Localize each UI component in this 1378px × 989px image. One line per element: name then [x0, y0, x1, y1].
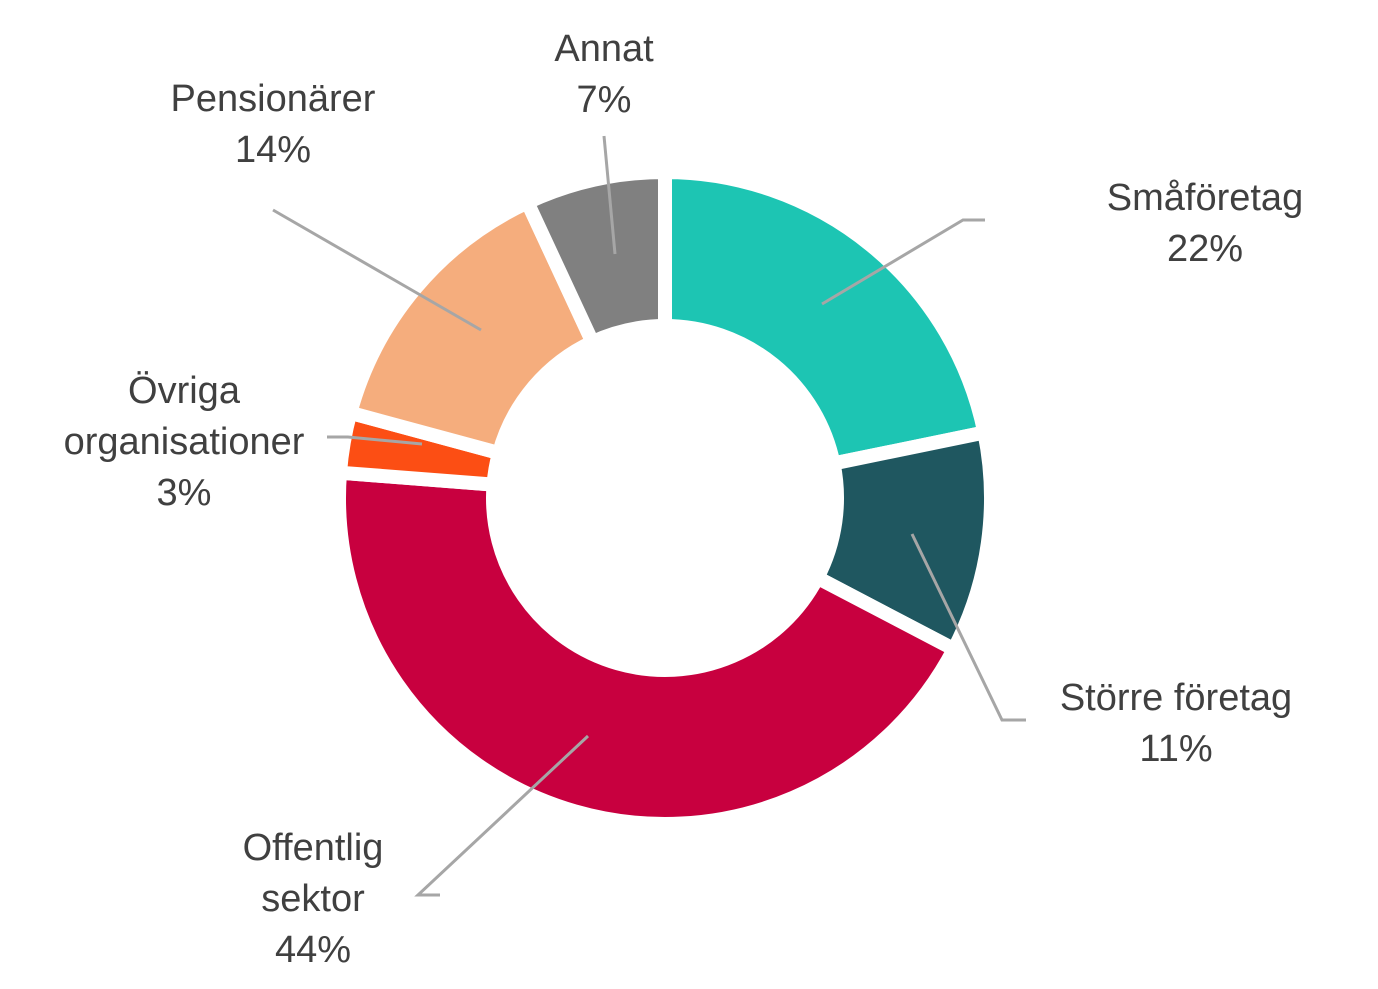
slice-value-label: 44%: [275, 929, 351, 971]
leader-line: [821, 218, 985, 306]
slice-annat: [518, 164, 672, 352]
slice-name-label: Annat: [554, 28, 654, 70]
slice-pensionärer: [341, 193, 602, 462]
leader-lines: [272, 135, 1026, 897]
leader-line: [910, 533, 1026, 722]
leader-line: [327, 435, 423, 446]
slice-label: Småföretag 22%: [1107, 177, 1303, 270]
slice-småföretag: [658, 164, 993, 472]
slice-offentlig-sektor: [332, 465, 964, 831]
leader-line: [602, 135, 617, 255]
slice-label: Pensionärer 14%: [171, 78, 376, 171]
slice-value-label: 3%: [157, 472, 212, 514]
leader-line: [272, 208, 482, 332]
donut-slices: [332, 164, 998, 831]
slice-name-label: Pensionärer: [171, 78, 376, 120]
slice-value-label: 22%: [1167, 228, 1243, 270]
slice-label: Övriga organisationer 3%: [64, 370, 305, 514]
slice-name-label: sektor: [261, 878, 365, 920]
slice-value-label: 14%: [235, 129, 311, 171]
slice-labels: Småföretag 22% Större företag 11% Offentlig s…: [64, 28, 1304, 971]
slice-name-label: Offentlig: [243, 827, 384, 869]
slice-value-label: 7%: [577, 79, 632, 121]
slice-name-label: Småföretag: [1107, 177, 1303, 219]
slice-label: Offentlig sektor 44%: [243, 827, 384, 971]
slice-value-label: 11%: [1139, 728, 1212, 770]
slice-name-label: Större företag: [1060, 677, 1292, 719]
slice-label: Större företag 11%: [1060, 677, 1292, 770]
leader-line: [414, 734, 590, 897]
slice-label: Annat 7%: [554, 28, 654, 121]
slice-name-label: organisationer: [64, 421, 305, 463]
slice-name-label: Övriga: [128, 370, 241, 412]
